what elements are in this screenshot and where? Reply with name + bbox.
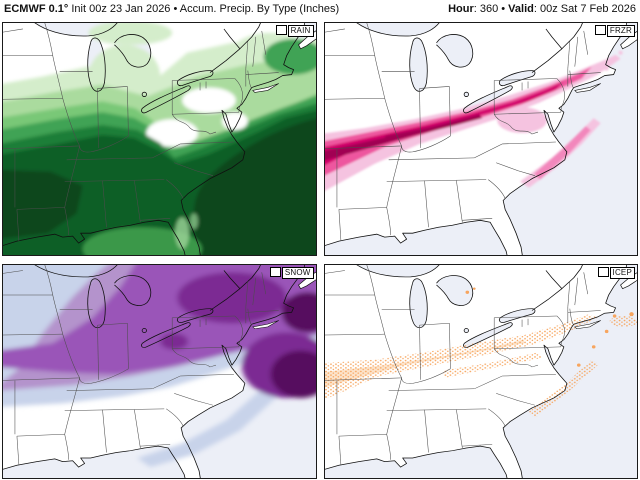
panel-label-frzr: FRZR: [606, 25, 635, 37]
panel-tag-rain: RAIN: [275, 25, 314, 37]
panel-label-rain: RAIN: [287, 25, 314, 37]
icep-map: [324, 265, 637, 478]
header-bar: ECMWF 0.1° Init 00z 23 Jan 2026 • Accum.…: [0, 0, 640, 21]
separator: •: [498, 3, 509, 15]
run-details: Init 00z 23 Jan 2026 • Accum. Precip. By…: [68, 3, 340, 15]
snow-map: [3, 265, 316, 478]
valid-label: Valid: [508, 3, 534, 15]
tag-toggle-box[interactable]: [594, 25, 606, 35]
frzr-map: [324, 23, 637, 255]
tag-toggle-box[interactable]: [275, 25, 287, 35]
panel-frzr[interactable]: FRZR: [323, 22, 638, 256]
hour-label: Hour: [448, 3, 474, 15]
rain-map: [3, 23, 316, 255]
panel-tag-frzr: FRZR: [594, 25, 635, 37]
panel-grid: RAIN FRZR SNOW: [0, 21, 640, 480]
panel-rain[interactable]: RAIN: [2, 22, 317, 256]
tag-toggle-box[interactable]: [269, 267, 281, 277]
panel-label-icep: ICEP: [609, 267, 635, 279]
panel-icep[interactable]: ICEP: [323, 264, 638, 479]
panel-label-snow: SNOW: [281, 267, 314, 279]
panel-tag-snow: SNOW: [269, 267, 314, 279]
tag-toggle-box[interactable]: [597, 267, 609, 277]
panel-tag-icep: ICEP: [597, 267, 635, 279]
hour-value: : 360: [473, 3, 499, 15]
model-name: ECMWF 0.1°: [4, 3, 69, 15]
panel-snow[interactable]: SNOW: [2, 264, 317, 479]
valid-info: Hour: 360 • Valid: 00z Sat 7 Feb 2026: [448, 3, 636, 15]
run-info: ECMWF 0.1° Init 00z 23 Jan 2026 • Accum.…: [4, 3, 339, 15]
valid-value: : 00z Sat 7 Feb 2026: [533, 3, 636, 15]
